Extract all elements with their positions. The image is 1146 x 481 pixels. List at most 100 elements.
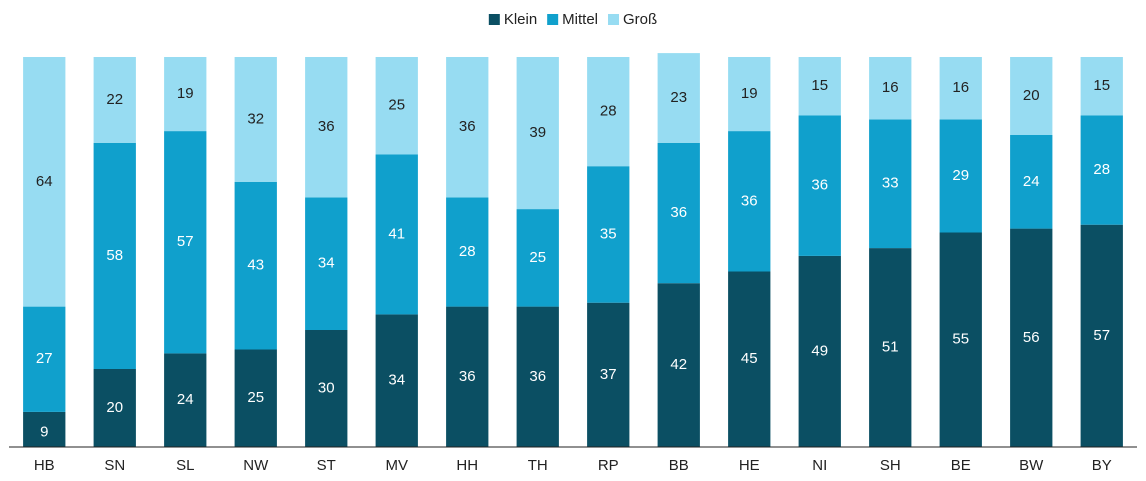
legend-label: Mittel [562, 11, 598, 28]
data-label: 19 [741, 85, 758, 102]
bar-segment [869, 57, 912, 120]
bar-segment [234, 57, 277, 182]
data-label: 35 [600, 225, 617, 242]
data-label: 27 [36, 350, 53, 367]
data-label: 20 [106, 399, 123, 416]
x-tick-label: TH [528, 457, 548, 474]
x-tick-label: RP [598, 457, 619, 474]
data-label: 36 [459, 118, 476, 135]
bar-segment [939, 57, 982, 120]
bar-segment [375, 57, 418, 155]
x-tick-label: BE [951, 457, 971, 474]
data-label: 36 [459, 368, 476, 385]
bar-segment [164, 353, 207, 447]
data-label: 64 [36, 173, 53, 190]
data-label: 28 [600, 103, 617, 120]
bar-segment [23, 57, 66, 307]
data-label: 22 [106, 91, 123, 108]
bar-segment [587, 166, 630, 303]
bar-segment [23, 411, 66, 447]
bar-segment [93, 369, 136, 447]
bar-segment [587, 57, 630, 167]
data-label: 34 [388, 372, 405, 389]
bar-segment [728, 131, 771, 272]
data-label: 45 [741, 350, 758, 367]
data-label: 42 [670, 356, 687, 373]
bar-segment [1080, 57, 1123, 116]
data-label: 16 [882, 79, 899, 96]
bar-segment [1010, 135, 1053, 229]
legend: Klein Mittel Groß [488, 11, 657, 28]
x-tick-label: SH [880, 457, 901, 474]
data-label: 24 [1023, 173, 1040, 190]
bar-segment [516, 57, 559, 210]
bar-segment [305, 57, 348, 198]
bar-segment [798, 57, 841, 116]
bar-segment [446, 57, 489, 198]
data-label: 15 [811, 77, 828, 94]
x-tick-label: HB [34, 457, 55, 474]
data-label: 25 [247, 389, 264, 406]
bar-segment [728, 57, 771, 132]
data-label: 29 [952, 167, 969, 184]
bar-segment [164, 131, 207, 354]
bar-segment [1080, 224, 1123, 447]
bar-segment [657, 53, 700, 143]
bar-segment [375, 154, 418, 315]
bar-segment [93, 57, 136, 143]
bar-segment [939, 232, 982, 447]
data-label: 28 [1093, 161, 1110, 178]
bar-segment [234, 349, 277, 447]
data-label: 55 [952, 331, 969, 348]
data-label: 34 [318, 255, 335, 272]
data-label: 36 [529, 368, 546, 385]
legend-swatch [547, 14, 559, 25]
data-label: 56 [1023, 329, 1040, 346]
data-label: 57 [177, 233, 194, 250]
legend-label: Groß [623, 11, 657, 28]
x-tick-label: SL [176, 457, 194, 474]
bar-segment [869, 248, 912, 447]
bar-segment [798, 115, 841, 256]
data-label: 33 [882, 175, 899, 192]
data-label: 9 [40, 423, 48, 440]
data-label: 23 [670, 89, 687, 106]
bar-segment [305, 197, 348, 330]
legend-swatch [608, 14, 620, 25]
data-label: 19 [177, 85, 194, 102]
bar-segment [939, 119, 982, 233]
bar-segment [446, 197, 489, 307]
data-label: 15 [1093, 77, 1110, 94]
bar-segment [798, 255, 841, 447]
data-label: 25 [388, 97, 405, 114]
x-tick-label: MV [386, 457, 409, 474]
x-tick-label: NW [243, 457, 269, 474]
data-label: 36 [670, 204, 687, 221]
x-tick-label: NI [812, 457, 827, 474]
x-tick-label: BY [1092, 457, 1112, 474]
legend-label: Klein [504, 11, 537, 28]
bar-segment [869, 119, 912, 249]
bar-segment [516, 306, 559, 447]
bar-segment [657, 283, 700, 447]
data-label: 20 [1023, 87, 1040, 104]
legend-swatch [488, 14, 500, 25]
bar-segment [657, 142, 700, 284]
bar-segment [728, 271, 771, 447]
x-tick-label: SN [104, 457, 125, 474]
x-tick-label: HH [456, 457, 478, 474]
x-tick-label: BB [669, 457, 689, 474]
data-label: 57 [1093, 327, 1110, 344]
data-label: 36 [318, 118, 335, 135]
data-label: 25 [529, 249, 546, 266]
data-label: 49 [811, 342, 828, 359]
bar-segment [375, 314, 418, 447]
data-label: 32 [247, 110, 264, 127]
bar-segment [305, 330, 348, 447]
bar-segment [93, 142, 136, 369]
data-label: 30 [318, 379, 335, 396]
bar-segment [1010, 228, 1053, 447]
bar-segment [516, 209, 559, 307]
x-tick-label: ST [317, 457, 336, 474]
